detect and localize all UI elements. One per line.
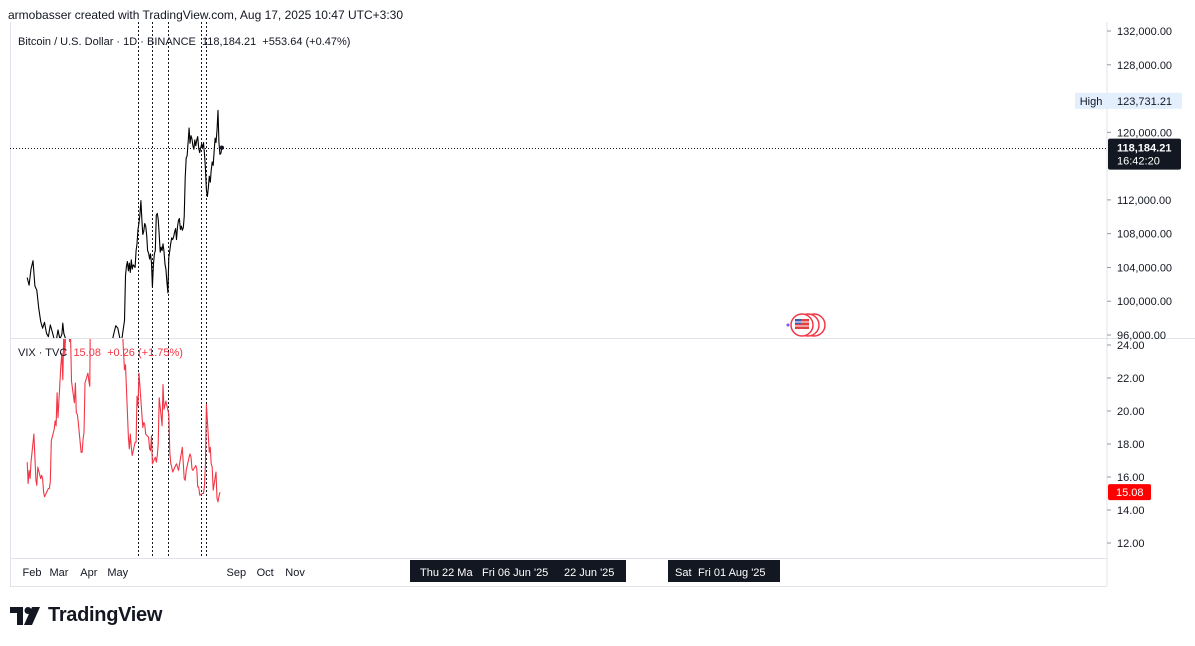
crosshair-date-box [410, 560, 626, 582]
x-tick-label: May [107, 567, 128, 579]
vix-value: 15.08 [73, 347, 101, 359]
high-value: 123,731.21 [1117, 96, 1172, 108]
btc-y-tick-label: 100,000.00 [1117, 296, 1172, 308]
x-tick-label: Apr [80, 567, 97, 579]
crosshair-lines: Thu 22 Ma Fri 06 Jun '25 22 Jun '25 Sat Fri … [10, 22, 1107, 582]
btc-line [26, 260, 66, 338]
btc-last-point-marker [219, 145, 225, 150]
btc-change: +553.64 (+0.47%) [262, 36, 351, 48]
vix-y-tick-label: 24.00 [1117, 340, 1145, 352]
crosshair-date-box [668, 560, 780, 582]
high-value-box [1108, 92, 1182, 109]
btc-y-tick-label: 128,000.00 [1117, 60, 1172, 72]
tradingview-logo-icon [10, 606, 40, 625]
btc-y-tick-label: 132,000.00 [1117, 26, 1172, 38]
high-label: High [1080, 96, 1103, 108]
vix-y-tick-label: 18.00 [1117, 439, 1145, 451]
btc-y-tick-label: 112,000.00 [1117, 195, 1171, 207]
btc-legend[interactable]: Bitcoin / U.S. Dollar · 1D · BINANCE 118… [18, 36, 350, 48]
economic-events-icon[interactable] [786, 313, 826, 337]
vix-legend[interactable]: VIX · TVC 15.08 +0.26 (+1.75%) [18, 347, 183, 359]
x-tick-label: Sep [226, 567, 246, 579]
vix-y-tick-label: 22.00 [1117, 373, 1145, 385]
chart-header: armobasser created with TradingView.com,… [8, 8, 404, 22]
x-tick-label: Feb [23, 567, 42, 579]
crosshair-date-label: 22 Jun '25 [564, 567, 614, 579]
crosshair-date-label: Sat [675, 567, 692, 579]
vix-y-tick-label: 12.00 [1117, 538, 1145, 550]
btc-price: 118,184.21 [202, 36, 257, 48]
vix-current-label: 15.08 [1116, 487, 1144, 499]
vix-line [26, 339, 91, 498]
current-price-label: 118,184.21 [1117, 143, 1171, 155]
time-axis: Feb Mar Apr May Sep Oct Nov [23, 567, 306, 579]
btc-series [26, 109, 223, 338]
x-tick-label: Nov [285, 567, 305, 579]
vix-symbol: VIX · TVC [18, 347, 68, 359]
btc-y-tick-label: 120,000.00 [1117, 127, 1172, 139]
current-price-tag [1108, 138, 1181, 170]
tradingview-brand: TradingView [48, 604, 163, 626]
btc-y-tick-label: 96,000.00 [1117, 330, 1166, 342]
crosshair-date-label: Fri 01 Aug '25 [698, 567, 766, 579]
footer: TradingView [10, 604, 162, 627]
countdown-label: 16:42:20 [1117, 156, 1160, 168]
vix-change: +0.26 (+1.75%) [107, 347, 183, 359]
btc-line [112, 109, 223, 338]
btc-symbol: Bitcoin / U.S. Dollar · 1D · BINANCE [18, 36, 196, 48]
vix-y-tick-label: 20.00 [1117, 406, 1145, 418]
btc-y-tick-label: 104,000.00 [1117, 262, 1172, 274]
crosshair-date-label: Fri 06 Jun '25 [482, 567, 548, 579]
vix-y-tick-label: 16.00 [1117, 472, 1145, 484]
btc-y-tick-label: 108,000.00 [1117, 229, 1172, 241]
vix-price-scale: 24.00 22.00 20.00 18.00 16.00 14.00 12.00 [1107, 340, 1145, 550]
btc-price-scale: 132,000.00128,000.00124,000.00120,000.00… [1107, 26, 1172, 342]
vix-series [26, 339, 221, 503]
high-label-box [1075, 92, 1108, 109]
x-tick-label: Oct [257, 567, 274, 579]
vix-current-tag [1108, 484, 1151, 501]
x-tick-label: Mar [50, 567, 69, 579]
vix-y-tick-label: 14.00 [1117, 505, 1145, 517]
crosshair-date-label: Thu 22 Ma [420, 567, 473, 579]
